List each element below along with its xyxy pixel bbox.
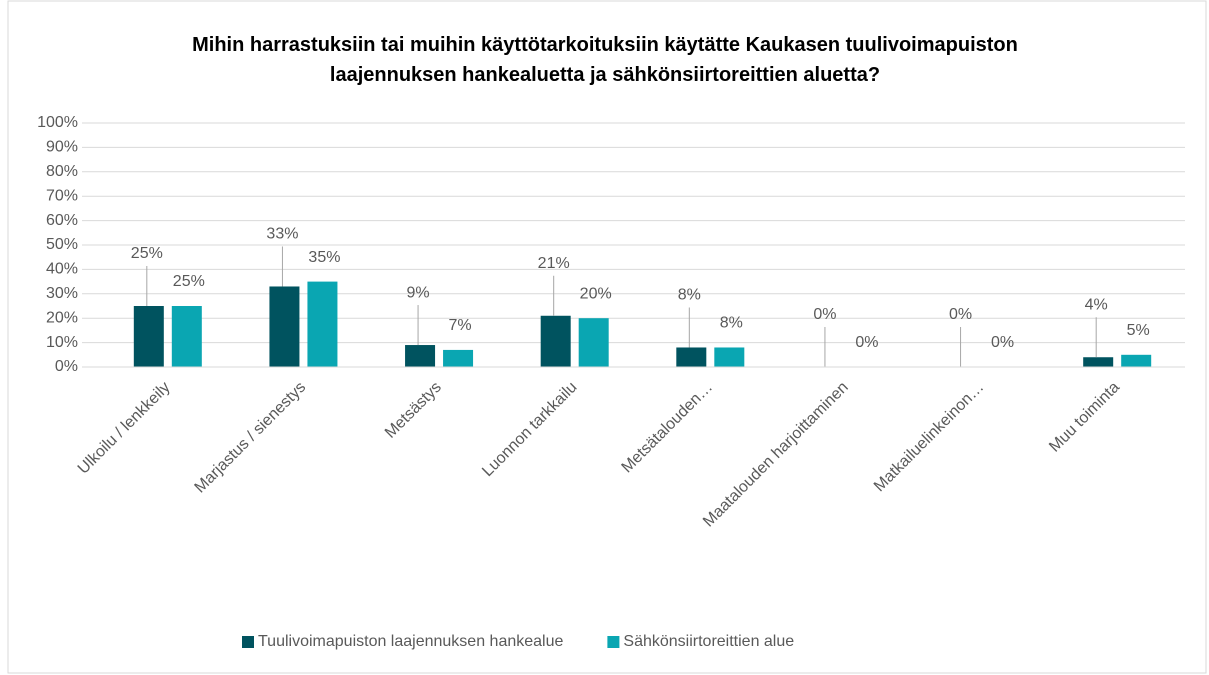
bar	[540, 315, 571, 367]
data-label: 35%	[308, 249, 340, 266]
y-tick-label: 60%	[46, 212, 78, 229]
legend-label: Tuulivoimapuiston laajennuksen hankealue	[258, 633, 563, 650]
legend-label: Sähkönsiirtoreittien alue	[623, 633, 794, 650]
data-label: 5%	[1127, 322, 1150, 339]
y-tick-label: 10%	[46, 334, 78, 351]
data-label: 20%	[580, 285, 612, 302]
bar	[307, 281, 338, 367]
bar	[714, 347, 745, 367]
y-tick-label: 90%	[46, 139, 78, 156]
data-label: 0%	[813, 306, 836, 323]
chart-title: Mihin harrastuksiin tai muihin käyttötar…	[192, 34, 1018, 86]
x-tick-label: Muu toiminta	[1046, 379, 1123, 456]
x-tick-label: Ulkoilu / lenkkeily	[75, 379, 174, 478]
bar	[443, 349, 474, 367]
data-label: 9%	[407, 284, 430, 301]
data-label: 8%	[678, 287, 701, 304]
bar	[405, 345, 436, 367]
x-tick-label: Metsästys	[382, 379, 445, 442]
x-tick-label: Maatalouden harjoittaminen	[700, 379, 852, 531]
data-label: 4%	[1085, 296, 1108, 313]
data-label: 25%	[131, 245, 163, 262]
data-label: 0%	[949, 306, 972, 323]
y-tick-label: 20%	[46, 309, 78, 326]
bar	[578, 318, 609, 367]
legend-swatch	[607, 636, 620, 648]
y-tick-label: 80%	[46, 163, 78, 180]
x-tick-label: Metsätalouden…	[619, 379, 717, 477]
legend-swatch	[242, 636, 254, 648]
bar	[1121, 354, 1152, 367]
bar	[171, 306, 202, 367]
data-label: 8%	[720, 315, 743, 332]
data-label: 33%	[266, 226, 298, 243]
y-tick-label: 50%	[46, 236, 78, 253]
data-label: 0%	[855, 334, 878, 351]
chart-frame	[7, 0, 1207, 674]
bar	[1083, 357, 1114, 367]
data-label: 21%	[538, 255, 570, 272]
y-tick-label: 30%	[46, 285, 78, 302]
data-label: 7%	[449, 317, 472, 334]
bar	[133, 306, 164, 367]
y-tick-label: 100%	[37, 114, 78, 131]
data-label: 25%	[173, 273, 205, 290]
bar	[676, 347, 707, 367]
y-tick-label: 0%	[55, 358, 78, 375]
y-tick-label: 70%	[46, 187, 78, 204]
y-tick-label: 40%	[46, 261, 78, 278]
x-tick-label: Marjastus / sienestys	[192, 379, 310, 497]
data-label: 0%	[991, 334, 1014, 351]
x-tick-label: Matkailuelinkeinon…	[871, 379, 987, 495]
bar	[269, 286, 300, 367]
x-tick-label: Luonnon tarkkailu	[479, 379, 580, 480]
